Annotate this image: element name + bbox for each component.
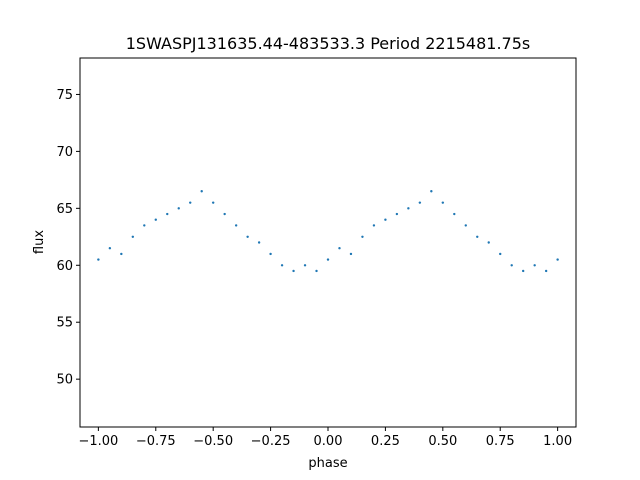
x-tick-label: −1.00 [78,434,118,449]
scatter-point [189,201,192,204]
scatter-points [97,190,559,273]
scatter-point [476,235,479,239]
scatter-point [315,269,318,273]
scatter-point [338,246,341,250]
scatter-point [544,269,548,273]
x-axis: −1.00 −0.75 −0.50 −0.25 0.00 0.25 0.50 0.75 1.00 [78,427,572,449]
x-tick-label: −0.50 [193,434,233,449]
plot-frame [79,57,577,428]
scatter-point [395,212,399,216]
scatter-point [499,252,502,256]
scatter-point [143,224,146,227]
scatter-point [269,252,272,256]
scatter-point [326,258,330,261]
scatter-point [200,190,203,193]
x-tick-label: −0.75 [136,434,176,449]
scatter-point [154,218,157,221]
scatter-point [257,241,261,244]
scatter-point [166,212,169,216]
scatter-point [372,224,376,227]
scatter-point [349,252,353,256]
scatter-point [441,201,445,204]
scatter-point [303,264,307,267]
scatter-point [510,264,513,267]
scatter-point [120,252,123,256]
scatter-point [280,264,284,267]
scatter-point [131,235,135,239]
scatter-point [533,264,536,267]
y-tick-label: 55 [56,316,73,331]
y-axis: 50 55 60 65 70 75 [56,88,80,388]
y-axis-label: flux [32,230,47,254]
x-tick-label: −0.25 [251,434,291,449]
x-tick-label: 0.25 [371,434,400,449]
scatter-point [223,212,226,216]
scatter-point [177,207,180,210]
scatter-point [407,207,410,210]
scatter-point [97,258,100,261]
scatter-point [487,241,490,244]
scatter-point [211,201,215,204]
y-tick-label: 60 [56,259,73,274]
y-tick-label: 75 [56,88,73,103]
y-tick-label: 70 [56,145,73,160]
y-tick-label: 65 [56,202,73,217]
scatter-point [384,218,387,221]
x-tick-label: 1.00 [543,434,572,449]
x-tick-label: 0.75 [486,434,515,449]
scatter-point [464,224,467,227]
scatter-point [246,235,249,239]
scatter-point [418,201,422,204]
scatter-point [521,269,525,273]
x-axis-label: phase [308,456,347,471]
scatter-point [108,246,112,250]
scatter-point [556,258,559,261]
scatter-point [292,269,295,273]
chart-title: 1SWASPJ131635.44-483533.3 Period 2215481… [126,34,531,53]
scatter-point [234,224,238,227]
scatter-point [453,212,456,216]
scatter-point [361,235,364,239]
y-tick-label: 50 [56,373,73,388]
x-tick-label: 0.00 [314,434,343,449]
x-tick-label: 0.50 [428,434,457,449]
scatter-point [430,190,433,193]
